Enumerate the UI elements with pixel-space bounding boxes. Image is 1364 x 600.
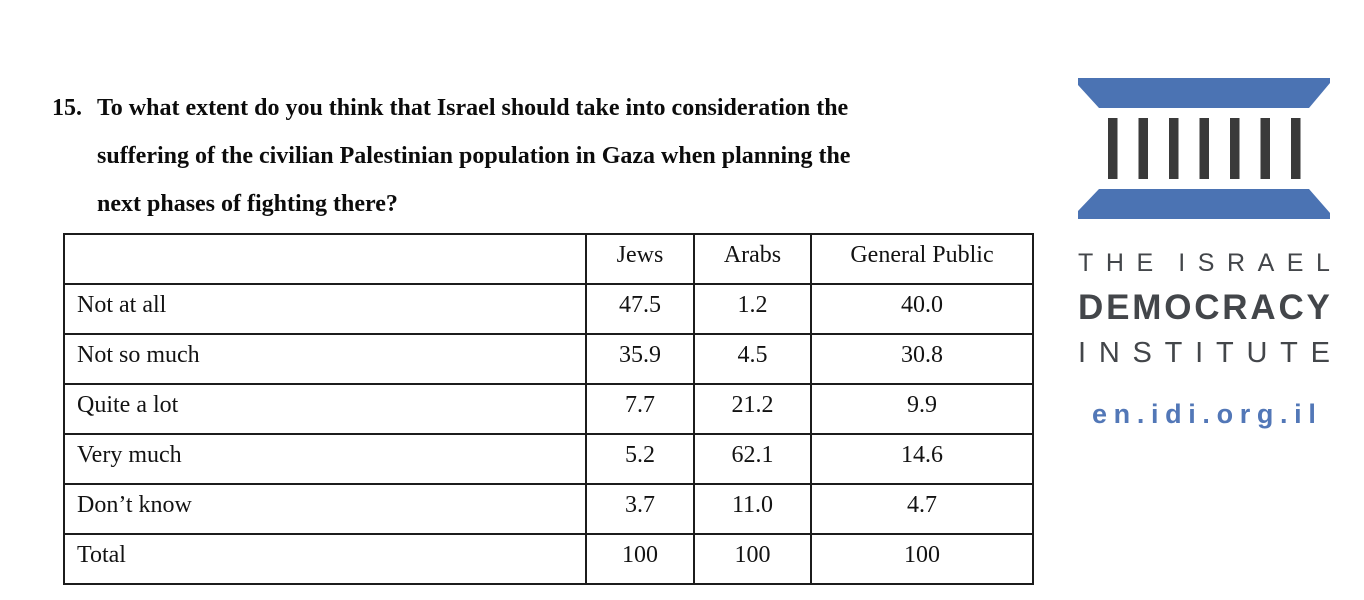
cell-jews: 35.9 xyxy=(585,333,695,385)
cell-arabs: 100 xyxy=(693,533,812,585)
idi-columns-icon xyxy=(1078,78,1330,219)
question-text: To what extent do you think that Israel … xyxy=(97,84,850,228)
cell-general-public: 14.6 xyxy=(810,433,1034,485)
row-label: Quite a lot xyxy=(63,383,587,435)
table-row: Not at all 47.5 1.2 40.0 xyxy=(63,283,1034,335)
row-label: Very much xyxy=(63,433,587,485)
cell-general-public: 100 xyxy=(810,533,1034,585)
row-label: Don’t know xyxy=(63,483,587,535)
header-empty-cell xyxy=(63,233,587,285)
question-line-3: next phases of fighting there? xyxy=(97,191,398,217)
row-label: Total xyxy=(63,533,587,585)
survey-results-table: Jews Arabs General Public Not at all 47.… xyxy=(63,233,1034,585)
header-jews: Jews xyxy=(585,233,695,285)
cell-arabs: 21.2 xyxy=(693,383,812,435)
survey-question: 15. To what extent do you think that Isr… xyxy=(52,84,1012,228)
cell-arabs: 62.1 xyxy=(693,433,812,485)
table-row: Not so much 35.9 4.5 30.8 xyxy=(63,333,1034,385)
cell-jews: 3.7 xyxy=(585,483,695,535)
cell-jews: 100 xyxy=(585,533,695,585)
header-arabs: Arabs xyxy=(693,233,812,285)
table-row: Quite a lot 7.7 21.2 9.9 xyxy=(63,383,1034,435)
question-line-2: suffering of the civilian Palestinian po… xyxy=(97,143,851,169)
row-label: Not at all xyxy=(63,283,587,335)
cell-jews: 7.7 xyxy=(585,383,695,435)
cell-general-public: 40.0 xyxy=(810,283,1034,335)
cell-arabs: 1.2 xyxy=(693,283,812,335)
question-line-1: To what extent do you think that Israel … xyxy=(97,95,849,121)
cell-general-public: 9.9 xyxy=(810,383,1034,435)
table-row: Very much 5.2 62.1 14.6 xyxy=(63,433,1034,485)
cell-general-public: 4.7 xyxy=(810,483,1034,535)
cell-jews: 5.2 xyxy=(585,433,695,485)
cell-general-public: 30.8 xyxy=(810,333,1034,385)
table-row: Don’t know 3.7 11.0 4.7 xyxy=(63,483,1034,535)
question-number: 15. xyxy=(52,95,82,121)
header-general-public: General Public xyxy=(810,233,1034,285)
row-label: Not so much xyxy=(63,333,587,385)
cell-arabs: 11.0 xyxy=(693,483,812,535)
table-header-row: Jews Arabs General Public xyxy=(63,233,1034,285)
cell-jews: 47.5 xyxy=(585,283,695,335)
cell-arabs: 4.5 xyxy=(693,333,812,385)
table-row-total: Total 100 100 100 xyxy=(63,533,1034,585)
